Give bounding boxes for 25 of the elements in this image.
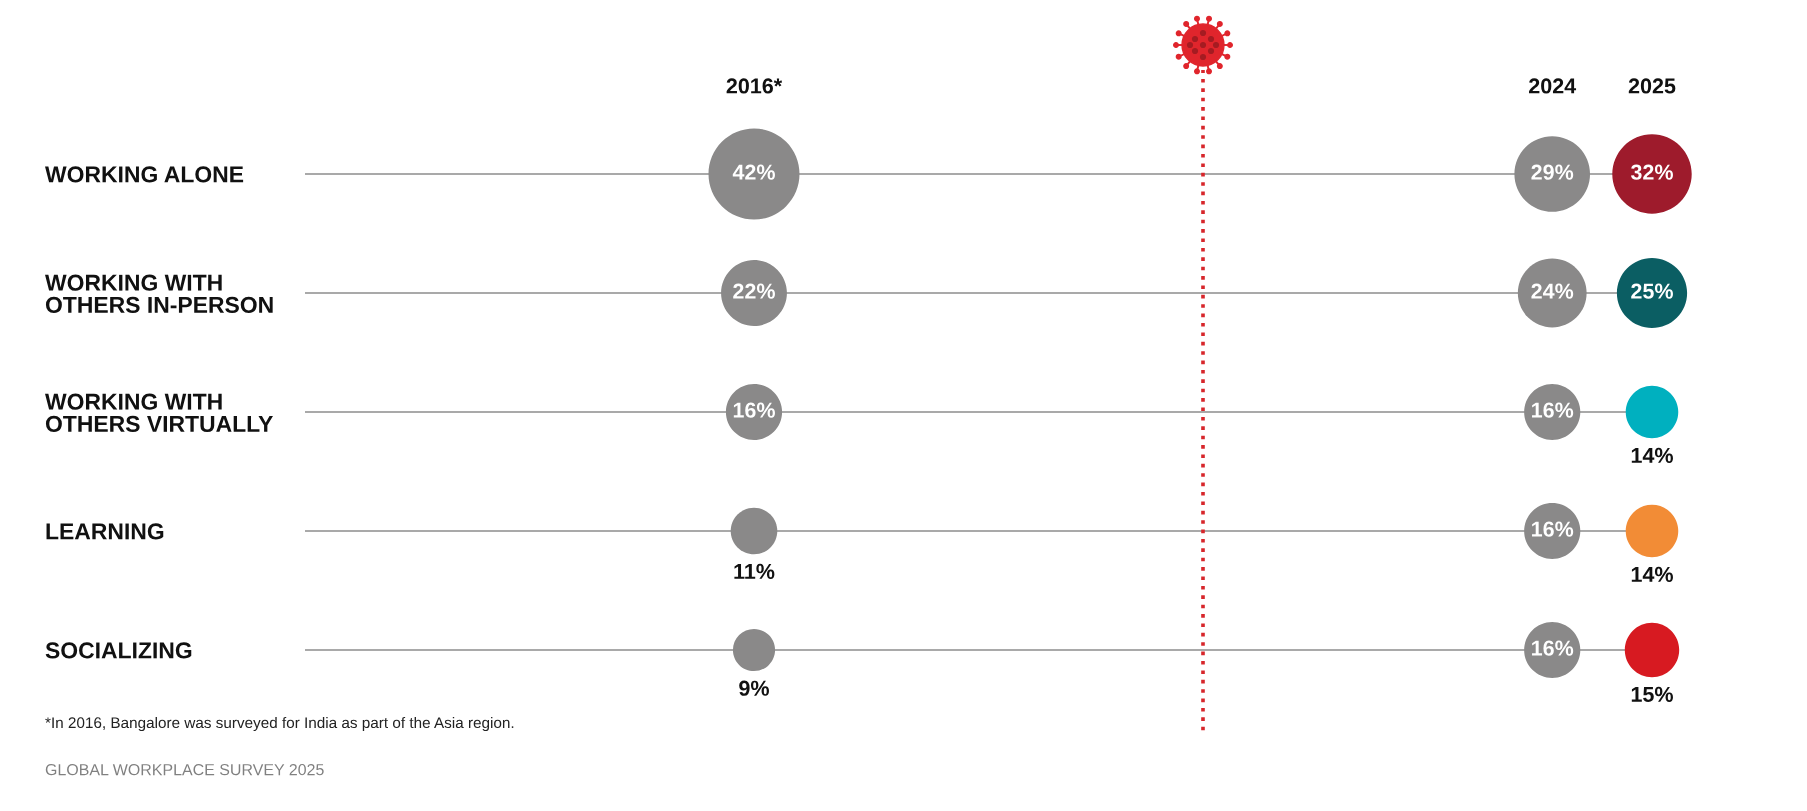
data-label: 14% xyxy=(1631,566,1673,582)
data-label: 42% xyxy=(732,164,775,180)
data-label: 22% xyxy=(733,283,775,299)
data-label: 14% xyxy=(1631,447,1673,463)
y-tick-label: WORKING ALONE xyxy=(45,166,244,183)
data-label: 9% xyxy=(739,680,769,696)
data-label: 24% xyxy=(1531,283,1574,299)
data-label: 16% xyxy=(733,402,775,418)
data-label: 29% xyxy=(1531,164,1574,180)
y-tick-label: WORKING WITH OTHERS VIRTUALLY xyxy=(45,393,273,433)
data-label: 16% xyxy=(1532,521,1574,537)
data-label: 25% xyxy=(1631,283,1673,299)
y-tick-label: LEARNING xyxy=(46,523,164,540)
data-label: 16% xyxy=(1532,640,1574,656)
annotation: *In 2016, Bangalore was surveyed for India as part of the Asia region. xyxy=(45,716,514,732)
data-label: 32% xyxy=(1630,164,1673,180)
y-tick-label: WORKING WITH OTHERS IN-PERSON xyxy=(45,274,273,314)
data-label: 11% xyxy=(734,563,775,580)
text: GLOBAL WORKPLACE SURVEY 2025 xyxy=(45,763,324,776)
x-tick-label: 2024 xyxy=(1529,78,1577,94)
data-label: 16% xyxy=(1532,402,1574,418)
x-tick-label: 2025 xyxy=(1628,78,1676,94)
x-tick-label: 2016* xyxy=(726,78,783,94)
data-label: 15% xyxy=(1631,686,1673,702)
y-tick-label: SOCIALIZING xyxy=(45,642,192,659)
